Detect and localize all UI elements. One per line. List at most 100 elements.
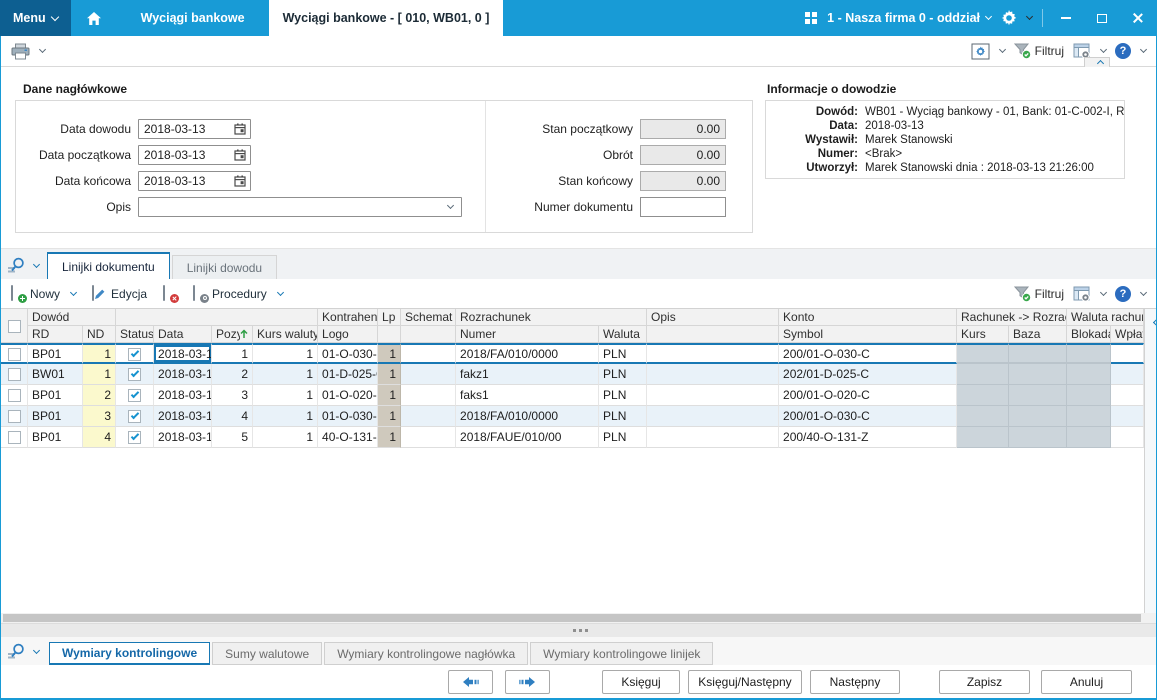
tab-wyciagi-bankowe[interactable]: Wyciągi bankowe [117, 0, 269, 36]
tab-wymiary-kontrolingowe-naglowka[interactable]: Wymiary kontrolingowe nagłówka [324, 642, 528, 665]
group-konto[interactable]: Konto [779, 309, 957, 326]
cell-numer[interactable]: fakz1 [456, 364, 599, 385]
procedures-button[interactable]: Procedury [193, 286, 283, 302]
column-symbol[interactable]: Symbol [779, 326, 957, 343]
cell-status[interactable] [116, 385, 154, 406]
grid-filter-button[interactable]: Filtruj [1014, 286, 1064, 302]
cell-logo[interactable]: 01-O-030-C [318, 343, 378, 364]
select-all-checkbox[interactable] [8, 320, 21, 333]
cell-kurs-waluty[interactable]: 1 [253, 427, 318, 448]
panel-picker-button[interactable] [7, 257, 39, 274]
table-row[interactable]: BP01 1 2018-03-13 1 1 01-O-030-C 1 2018/… [1, 343, 1144, 364]
data-dowodu-field[interactable]: 2018-03-13 [138, 119, 251, 139]
edit-button[interactable]: Edycja [92, 286, 147, 302]
cell-schemat[interactable] [401, 406, 456, 427]
cell-nd[interactable]: 1 [83, 343, 116, 364]
menu-button[interactable]: Menu [0, 0, 71, 36]
cell-pozycja[interactable]: 4 [212, 406, 253, 427]
column-numer[interactable]: Numer [456, 326, 599, 343]
group-kontrahent[interactable]: Kontrahent [318, 309, 378, 326]
home-button[interactable] [71, 0, 117, 36]
cell-baza[interactable] [1009, 427, 1067, 448]
cell-kurs-waluty[interactable]: 1 [253, 406, 318, 427]
cell-baza[interactable] [1009, 385, 1067, 406]
cell-kurs[interactable] [957, 385, 1009, 406]
cell-data[interactable]: 2018-03-13 [154, 364, 212, 385]
tab-linijki-dowodu[interactable]: Linijki dowodu [172, 255, 277, 279]
group-rachunek-rozrachunek[interactable]: Rachunek -> Rozrachunek [957, 309, 1067, 326]
ksieguj-nastepny-button[interactable]: Księguj/Następny [688, 670, 802, 694]
cell-pozycja[interactable]: 3 [212, 385, 253, 406]
row-select-cell[interactable] [1, 385, 28, 406]
column-opis[interactable]: Opis [647, 309, 779, 326]
cell-waluta[interactable]: PLN [599, 385, 647, 406]
row-checkbox[interactable] [8, 410, 21, 423]
row-select-cell[interactable] [1, 427, 28, 448]
new-button[interactable]: Nowy [11, 286, 76, 302]
table-row[interactable]: BP01 4 2018-03-13 5 1 40-O-131-Z 1 2018/… [1, 427, 1144, 448]
status-checkbox[interactable] [128, 389, 141, 402]
cell-kurs-waluty[interactable]: 1 [253, 343, 318, 364]
group-rozrachunek[interactable]: Rozrachunek [456, 309, 647, 326]
cell-wplata[interactable] [1111, 406, 1144, 427]
cell-status[interactable] [116, 427, 154, 448]
data-koncowa-field[interactable]: 2018-03-13 [138, 171, 251, 191]
previous-record-button[interactable] [448, 670, 493, 694]
cell-logo[interactable]: 40-O-131-Z [318, 427, 378, 448]
cell-baza[interactable] [1009, 364, 1067, 385]
cell-data[interactable]: 2018-03-13 [154, 427, 212, 448]
cell-status[interactable] [116, 364, 154, 385]
cell-status[interactable] [116, 406, 154, 427]
cell-schemat[interactable] [401, 343, 456, 364]
cell-waluta[interactable]: PLN [599, 427, 647, 448]
cell-wplata[interactable] [1111, 364, 1144, 385]
cell-data[interactable]: 2018-03-13 [154, 385, 212, 406]
cell-kurs[interactable] [957, 406, 1009, 427]
cell-rd[interactable]: BP01 [28, 406, 83, 427]
company-selector[interactable]: 1 - Nasza firma 0 - oddział [827, 11, 991, 25]
tab-wymiary-kontrolingowe[interactable]: Wymiary kontrolingowe [49, 642, 210, 665]
cell-kurs[interactable] [957, 427, 1009, 448]
maximize-button[interactable] [1089, 5, 1115, 31]
numer-dokumentu-input[interactable] [640, 197, 726, 217]
column-nd[interactable]: ND [83, 326, 116, 343]
column-schemat[interactable]: Schemat [401, 309, 456, 326]
grid-help-button[interactable]: ? [1115, 286, 1146, 302]
column-waluta[interactable]: Waluta [599, 326, 647, 343]
column-blokada[interactable]: Blokada [1067, 326, 1111, 343]
group-waluta-rachunku[interactable]: Waluta rachunku [1067, 309, 1144, 326]
cell-pozycja[interactable]: 2 [212, 364, 253, 385]
row-checkbox[interactable] [8, 368, 21, 381]
delete-button[interactable] [163, 286, 177, 302]
tab-wymiary-kontrolingowe-linijek[interactable]: Wymiary kontrolingowe linijek [530, 642, 713, 665]
cell-logo[interactable]: 01-O-030-C [318, 406, 378, 427]
print-button[interactable] [11, 43, 45, 60]
cell-logo[interactable]: 01-O-020-C [318, 385, 378, 406]
row-select-cell[interactable] [1, 343, 28, 364]
horizontal-scrollbar[interactable] [1, 613, 1156, 623]
close-button[interactable] [1125, 5, 1151, 31]
cell-rd[interactable]: BW01 [28, 364, 83, 385]
view-settings-button[interactable] [971, 43, 1005, 60]
cell-opis[interactable] [647, 364, 779, 385]
cell-lp[interactable]: 1 [378, 385, 401, 406]
cell-symbol[interactable]: 202/01-D-025-C [779, 364, 957, 385]
cell-numer[interactable]: 2018/FA/010/0000 [456, 343, 599, 364]
settings-gear-button[interactable] [1001, 10, 1032, 26]
collapse-side-panel-strip[interactable] [1144, 309, 1156, 613]
table-row[interactable]: BW01 1 2018-03-13 2 1 01-D-025-C 1 fakz1… [1, 364, 1144, 385]
filter-button[interactable]: Filtruj [1014, 43, 1064, 59]
status-checkbox[interactable] [128, 431, 141, 444]
cell-waluta[interactable]: PLN [599, 343, 647, 364]
cell-symbol[interactable]: 200/01-O-030-C [779, 343, 957, 364]
zapisz-button[interactable]: Zapisz [939, 670, 1030, 694]
cell-baza[interactable] [1009, 343, 1067, 364]
cell-status[interactable] [116, 343, 154, 364]
column-lp[interactable]: Lp [378, 309, 401, 326]
column-pozycja[interactable]: Pozycja [212, 326, 253, 343]
cell-waluta[interactable]: PLN [599, 364, 647, 385]
group-dowod[interactable]: Dowód [28, 309, 116, 326]
row-select-cell[interactable] [1, 406, 28, 427]
grid-layout-button[interactable] [1073, 286, 1106, 302]
cell-nd[interactable]: 2 [83, 385, 116, 406]
